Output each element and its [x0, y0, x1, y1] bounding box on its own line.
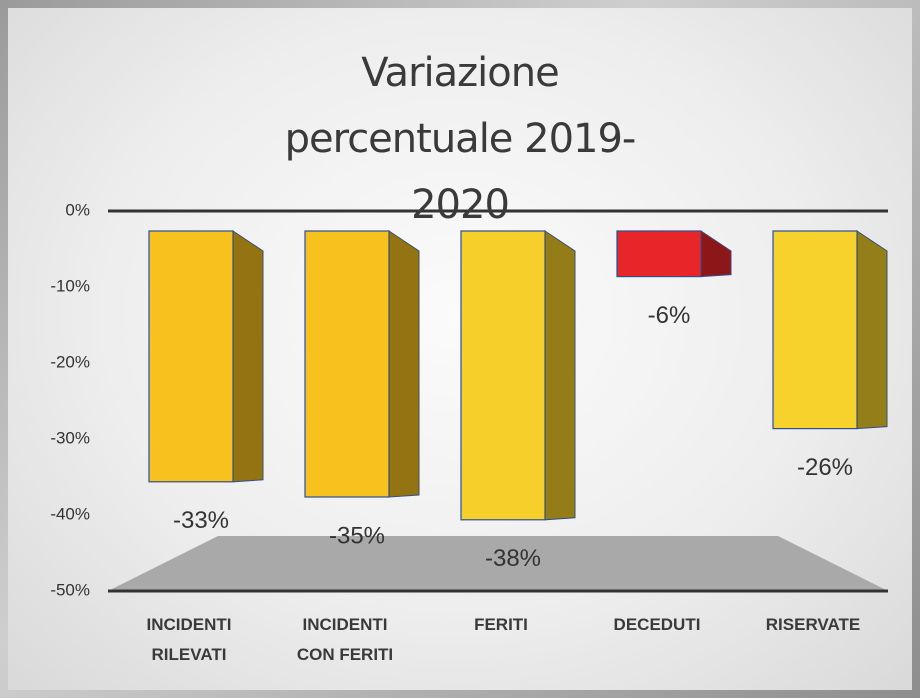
- y-tick-label: -50%: [50, 580, 90, 599]
- y-tick-label: -20%: [50, 352, 90, 371]
- y-tick-label: -30%: [50, 428, 90, 447]
- x-tick-label: DECEDUTI: [613, 615, 701, 634]
- bar: [460, 230, 546, 521]
- y-tick-label: -10%: [50, 276, 90, 295]
- value-label: -26%: [797, 454, 853, 481]
- value-label: -6%: [648, 302, 691, 329]
- bar: [148, 230, 234, 483]
- bar-side: [544, 230, 576, 521]
- bar-side: [232, 230, 264, 483]
- bar: [304, 230, 390, 498]
- x-tick-label: INCIDENTI CON FERITI: [296, 615, 394, 664]
- value-label: -33%: [173, 507, 229, 534]
- bar-side: [700, 230, 732, 278]
- y-tick-label: -40%: [50, 504, 90, 523]
- value-label: -38%: [485, 545, 541, 572]
- value-label: -35%: [329, 522, 385, 549]
- y-tick-label: 0%: [65, 200, 90, 219]
- floor: [108, 536, 888, 591]
- bar: [616, 230, 702, 278]
- bar-side: [388, 230, 420, 498]
- chart-title: Variazione percentuale 2019-2020: [284, 50, 637, 228]
- bar-side: [856, 230, 888, 430]
- bar: [772, 230, 858, 430]
- x-tick-label: INCIDENTI RILEVATI: [146, 615, 232, 664]
- x-tick-label: FERITI: [474, 615, 528, 634]
- x-tick-label: RISERVATE: [765, 615, 861, 634]
